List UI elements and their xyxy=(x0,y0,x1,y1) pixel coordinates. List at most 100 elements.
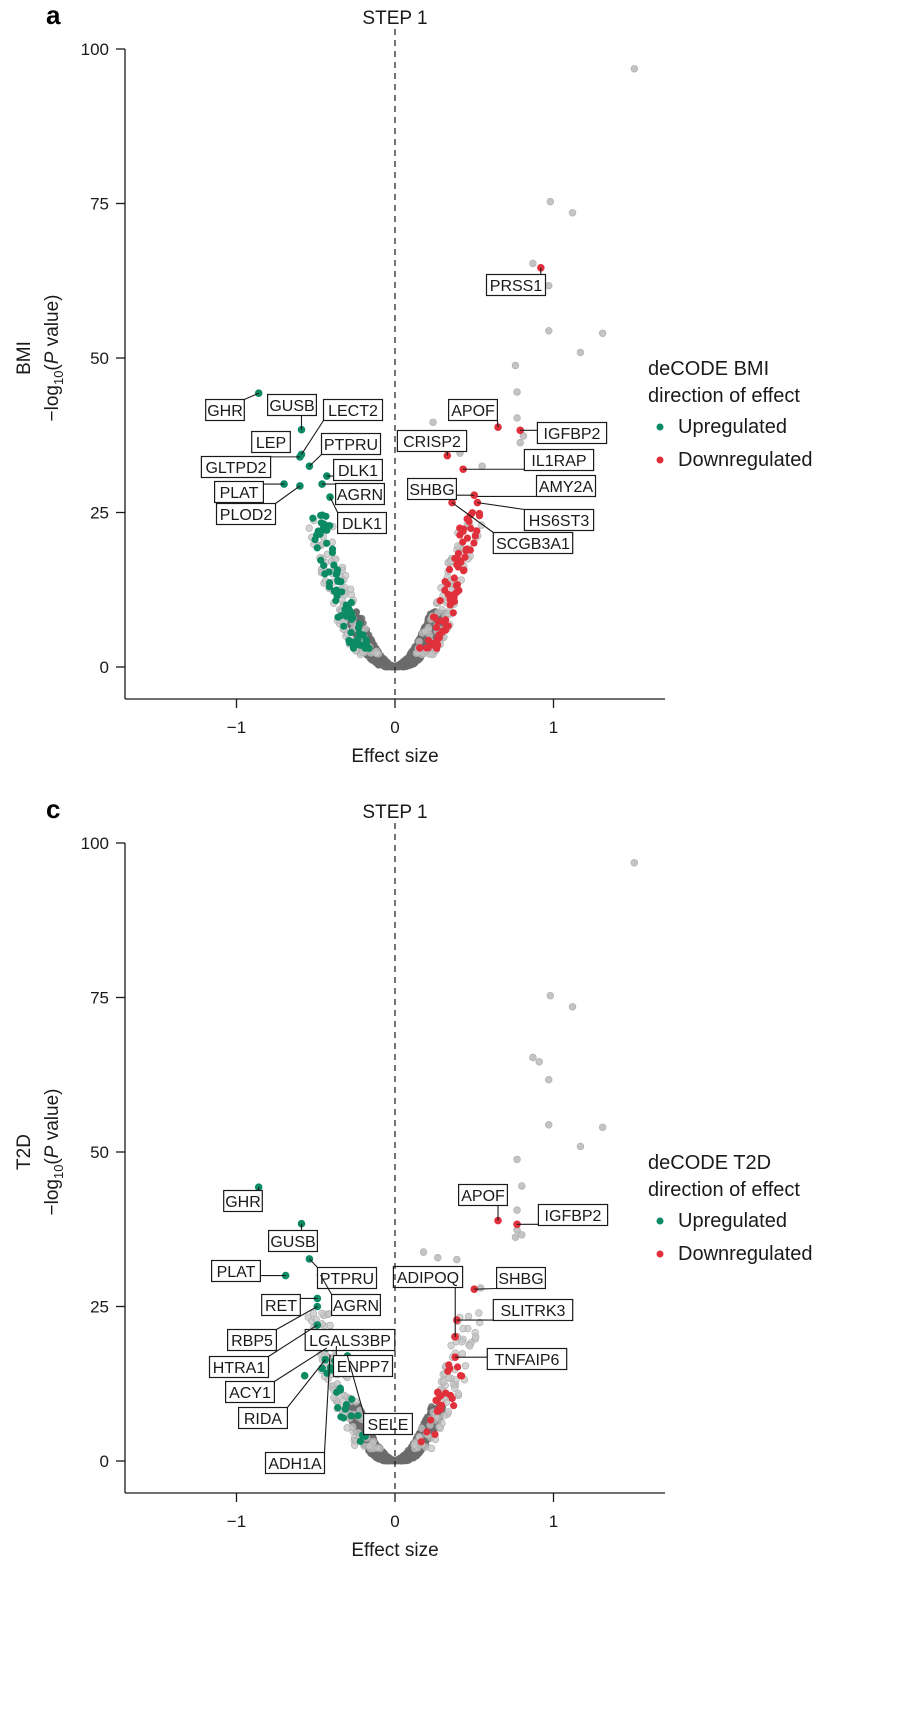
nonsignificant-point xyxy=(341,571,350,580)
outlier-point xyxy=(598,1123,607,1131)
outlier-point xyxy=(518,1182,526,1190)
downregulated-point xyxy=(449,609,457,617)
gene-label: IGFBP2 xyxy=(544,426,601,443)
gene-label: GLTPD2 xyxy=(205,460,266,477)
downregulated-point xyxy=(443,580,452,588)
upregulated-point xyxy=(349,644,358,652)
y-tick-label: 100 xyxy=(81,40,109,59)
nonsignificant-point xyxy=(386,663,394,671)
gene-label-box xyxy=(225,1380,276,1404)
nonsignificant-point xyxy=(409,1453,417,1461)
label-leader-line xyxy=(275,485,301,504)
gene-label: TNFAIP6 xyxy=(495,1352,560,1369)
nonsignificant-point xyxy=(387,1456,394,1464)
upregulated-point xyxy=(334,1404,342,1412)
downregulated-point xyxy=(463,534,472,542)
outlier-point xyxy=(434,1253,442,1262)
downregulated-point xyxy=(456,531,464,539)
nonsignificant-point xyxy=(421,1419,429,1427)
nonsignificant-point xyxy=(454,1389,462,1398)
label-leader-line xyxy=(477,502,525,511)
gene-label: AGRN xyxy=(337,487,383,504)
gene-label: APOF xyxy=(451,403,495,420)
label-leader-line xyxy=(474,1287,497,1290)
legend-up-marker xyxy=(656,1217,664,1225)
downregulated-point xyxy=(448,1394,456,1403)
downregulated-point xyxy=(460,566,468,574)
gene-label: RBP5 xyxy=(231,1333,273,1350)
downregulated-point xyxy=(454,563,462,571)
downregulated-point xyxy=(431,1430,439,1439)
downregulated-point xyxy=(430,642,439,650)
gene-label-box xyxy=(268,1229,319,1253)
gene-label: LEP xyxy=(256,435,286,452)
x-tick-label: 1 xyxy=(549,718,558,737)
gene-label: DLK1 xyxy=(342,516,382,533)
downregulated-point xyxy=(416,644,424,652)
outlier-point xyxy=(476,1284,485,1292)
downregulated-point xyxy=(427,1416,435,1424)
upregulated-point xyxy=(311,535,319,544)
gene-label-box xyxy=(492,531,574,555)
gene-label: IL1RAP xyxy=(531,453,586,470)
outlier-point xyxy=(568,209,577,217)
nonsignificant-point xyxy=(397,662,405,670)
downregulated-point xyxy=(450,597,459,606)
gene-label: SHBG xyxy=(498,1271,543,1288)
downregulated-point xyxy=(435,1404,444,1413)
downregulated-point xyxy=(456,524,464,532)
y-tick-label: 75 xyxy=(90,195,109,214)
gene-labels: GHR GUSB PTPRU PLAT AGRN RET RBP5 LGALS3BP HTRA1… xyxy=(208,1183,609,1475)
label-leader-line xyxy=(268,1324,318,1357)
upregulated-point xyxy=(296,482,304,490)
downregulated-point xyxy=(432,623,441,632)
gene-label-box xyxy=(523,508,595,532)
y-axis-title-text: −log10(P value) xyxy=(42,1089,66,1216)
nonsignificant-point xyxy=(305,524,313,532)
gene-label: SLITRK3 xyxy=(501,1303,566,1320)
nonsignificant-point xyxy=(458,1338,466,1346)
outlier-point xyxy=(518,1231,526,1239)
downregulated-point xyxy=(431,613,439,622)
downregulated-point xyxy=(444,622,452,630)
upregulated-point xyxy=(330,587,339,595)
outlier-point xyxy=(453,1255,461,1264)
outlier-point xyxy=(516,438,524,447)
panel-a-bmi-volcano: a STEP 1 GHR GUSB LECT2 LEP PTPRU GLTPD2 DLK1 P… xyxy=(14,0,813,767)
upregulated-point xyxy=(313,544,321,552)
downregulated-point xyxy=(461,553,469,561)
gene-label-box xyxy=(215,502,277,526)
outlier-point xyxy=(546,991,555,1000)
outlier-point xyxy=(419,1248,428,1256)
gene-label-box xyxy=(200,455,272,479)
gene-label-box xyxy=(238,1406,289,1430)
nonsignificant-point xyxy=(410,1441,418,1449)
upregulated-point xyxy=(347,598,355,607)
legend-entry-label: Upregulated xyxy=(678,1210,787,1232)
panel-title: STEP 1 xyxy=(362,8,427,29)
upregulated-point xyxy=(313,1321,322,1329)
gene-label-box xyxy=(227,1328,278,1352)
downregulated-point xyxy=(438,628,446,637)
nonsignificant-point xyxy=(346,585,355,593)
y-tick-label: 25 xyxy=(90,1298,109,1317)
upregulated-point xyxy=(356,1437,364,1445)
downregulated-point xyxy=(424,644,432,652)
legend-down-marker xyxy=(656,1250,664,1258)
nonsignificant-point xyxy=(464,1312,473,1321)
nonsignificant-point xyxy=(304,1313,312,1321)
nonsignificant-point xyxy=(415,637,423,646)
gene-label-box xyxy=(535,474,597,498)
gene-label-box xyxy=(267,393,318,417)
gene-label: ADH1A xyxy=(268,1456,322,1473)
gene-label-box xyxy=(333,458,384,482)
gene-label: ENPP7 xyxy=(337,1359,390,1376)
nonsignificant-point xyxy=(427,1444,436,1453)
nonsignificant-point xyxy=(461,1362,470,1370)
gene-label-box xyxy=(316,1266,378,1290)
x-axis-title: Effect size xyxy=(351,746,438,767)
nonsignificant-point xyxy=(466,1342,474,1350)
upregulated-point xyxy=(254,1183,263,1192)
upregulated-point xyxy=(362,638,371,646)
gene-label: AGRN xyxy=(333,1298,379,1315)
